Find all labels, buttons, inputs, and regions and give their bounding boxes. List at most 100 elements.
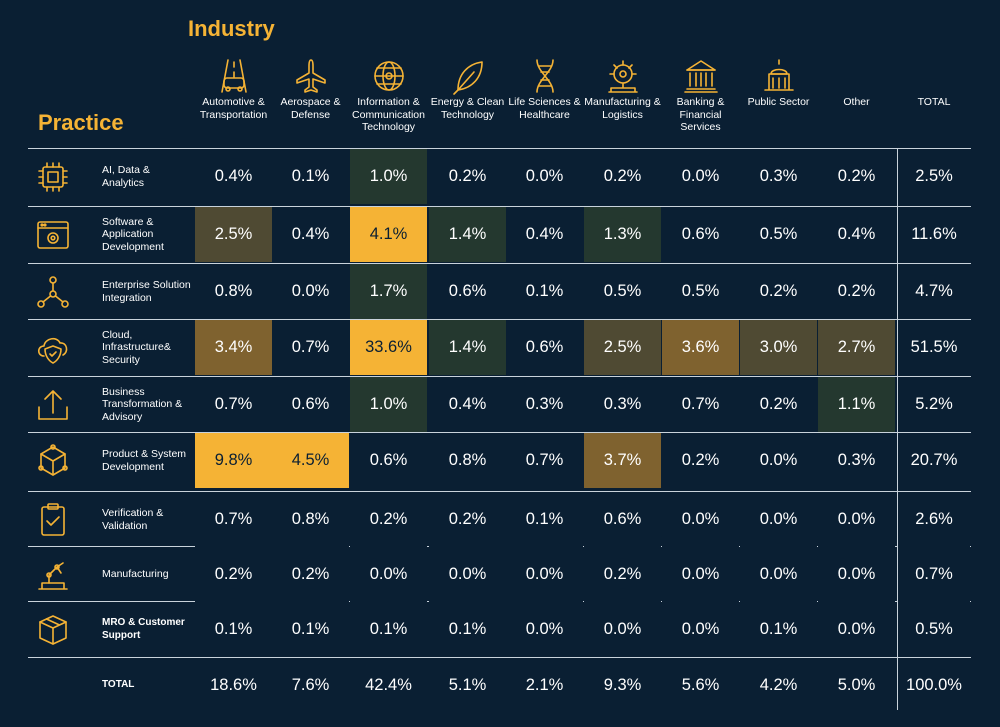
column-total-cell: 5.6% [662,658,739,713]
heatmap-cell: 0.7% [272,320,349,375]
row-divider [28,206,971,207]
heatmap-cell: 0.2% [740,264,817,319]
heatmap-cell: 0.6% [350,433,427,488]
heatmap-cell: 0.8% [429,433,506,488]
row-total-cell: 2.6% [898,492,970,547]
column-header-label: Other [843,96,870,108]
heatmap-cell: 1.7% [350,264,427,319]
heatmap-cell: 0.1% [506,492,583,547]
heatmap-cell: 1.1% [818,377,895,432]
heatmap-cell: 0.2% [429,149,506,204]
column-total-cell: 18.6% [195,658,272,713]
heatmap-cell: 0.7% [506,433,583,488]
heatmap-cell: 4.1% [350,207,427,262]
heatmap-cell: 2.5% [195,207,272,262]
column-total-cell: 9.3% [584,658,661,713]
clipboard-check-icon [41,503,65,536]
heatmap-cell: 2.5% [584,320,661,375]
heatmap-cell: 0.2% [272,547,349,602]
heatmap-cell: 0.4% [272,207,349,262]
column-header-label: Aerospace & Defense [280,96,341,121]
heatmap-cell: 0.5% [662,264,739,319]
heatmap-cell: 3.7% [584,433,661,488]
column-header-label: Manufacturing & Logistics [584,96,661,121]
heatmap-cell: 0.3% [584,377,661,432]
heatmap-cell: 0.2% [429,492,506,547]
heatmap-cell: 0.4% [429,377,506,432]
globe-network-icon [373,61,404,91]
heatmap-cell: 0.0% [740,433,817,488]
row-total-cell: 4.7% [898,264,970,319]
row-header-label: MRO & Customer Support [102,617,185,641]
totals-row-label: TOTAL [102,679,135,690]
upload-arrow-icon [38,390,68,420]
row-divider [28,376,971,377]
column-header-label: TOTAL [917,96,951,108]
row-divider [28,657,971,658]
heatmap-cell: 0.2% [195,547,272,602]
heatmap-cell: 0.3% [818,433,895,488]
heatmap-cell: 0.1% [195,602,272,657]
heatmap-cell: 0.2% [740,377,817,432]
heatmap-cell: 0.5% [740,207,817,262]
heatmap-cell: 0.6% [272,377,349,432]
heatmap-cell: 0.2% [818,264,895,319]
heatmap-cell: 0.8% [272,492,349,547]
row-header-label: Product & System Development [102,448,187,473]
robot-arm-icon [38,562,68,590]
row-total-cell: 0.5% [898,602,970,657]
column-total-cell: 4.2% [740,658,817,713]
box-icon [39,615,67,645]
heatmap-cell: 0.3% [740,149,817,204]
chip-icon [38,162,68,192]
heatmap-cell: 0.6% [662,207,739,262]
heatmap-cell: 33.6% [350,320,427,375]
row-divider [28,148,971,149]
cloud-shield-icon [37,337,68,364]
row-total-cell: 51.5% [898,320,970,375]
bank-icon [683,60,718,93]
heatmap-cell: 0.7% [195,377,272,432]
capitol-icon [763,59,794,91]
heatmap-cell: 0.1% [506,264,583,319]
heatmap-cell: 0.0% [584,602,661,657]
column-total-cell: 2.1% [506,658,583,713]
heatmap-cell: 3.4% [195,320,272,375]
row-header-label: Software & Application Development [102,215,164,253]
heatmap-cell: 0.0% [662,492,739,547]
heatmap-cell: 0.0% [506,547,583,602]
heatmap-cell: 0.7% [195,492,272,547]
column-header-label: Information & Communication Technology [352,96,425,133]
heatmap-cell: 3.0% [740,320,817,375]
row-total-cell: 2.5% [898,149,970,204]
airplane-icon [295,59,326,93]
heatmap-cell: 0.2% [584,547,661,602]
heatmap-cell: 9.8% [195,433,272,488]
heatmap-cell: 0.0% [818,602,895,657]
heatmap-cell: 0.0% [662,602,739,657]
row-header-label: Manufacturing [102,568,169,580]
heatmap-cell: 0.2% [818,149,895,204]
heatmap-cell: 3.6% [662,320,739,375]
industry-header: Industry [188,16,275,41]
heatmap-cell: 0.0% [506,602,583,657]
heatmap-cell: 2.7% [818,320,895,375]
row-divider [28,491,971,492]
car-road-icon [220,59,247,93]
heatmap-cell: 0.0% [662,149,739,204]
row-total-cell: 0.7% [898,547,970,602]
cube-nodes-icon [38,444,68,476]
heatmap-cell: 0.7% [662,377,739,432]
row-header-label: Enterprise Solution Integration [102,279,191,304]
total-column-divider [897,148,898,710]
heatmap-cell: 0.4% [506,207,583,262]
browser-gear-icon [37,221,69,249]
heatmap-cell: 1.0% [350,149,427,204]
heatmap-cell: 0.1% [429,602,506,657]
heatmap-cell: 0.0% [740,547,817,602]
row-header-label: Verification & Validation [102,507,164,532]
practice-header: Practice [38,110,124,135]
heatmap-cell: 0.4% [818,207,895,262]
heatmap-cell: 4.5% [272,433,349,488]
row-divider [28,263,971,264]
